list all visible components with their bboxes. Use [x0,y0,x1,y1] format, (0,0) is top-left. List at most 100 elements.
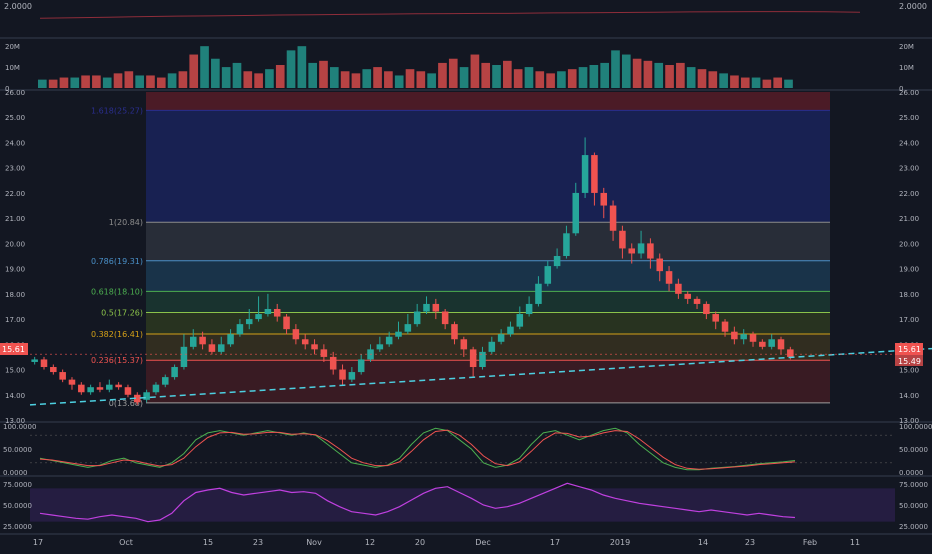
price-tick-left: 25.00 [5,114,25,122]
candle-body [311,344,318,350]
candle-body [740,334,747,340]
candle-body [124,387,132,395]
volume-bar [719,73,728,88]
candle-body [516,314,524,327]
stoch-tick-right: 0.0000 [899,469,924,477]
fib-zone [146,260,830,292]
volume-bar [686,67,696,88]
current-price-label-left: 15.61 [0,343,28,355]
volume-tick-right: 10M [899,64,914,72]
time-tick-label: Nov [306,538,322,547]
candle-body [460,339,468,350]
top-indicator-panel: 2.0000 2.0000 [0,2,932,39]
top-panel-value-left: 2.0000 [4,2,32,11]
price-tick-right: 13.00 [899,417,919,425]
volume-bar [459,67,469,88]
price-tick-left: 24.00 [5,139,25,147]
candle-body [283,316,290,330]
volume-bar [59,77,69,88]
fib-level-label: 0.5(17.26) [101,309,143,318]
volume-bar [632,58,642,88]
candle-body [693,298,701,304]
volume-bar [156,77,166,88]
volume-bar [665,65,674,88]
stochastic-panel: 100.0000 100.0000 50.0000 50.0000 0.0000 0.00… [0,423,932,477]
time-tick-label: 23 [745,538,755,547]
candle-body [227,334,234,345]
fib-zone [146,92,830,111]
volume-bar [286,50,296,88]
top-panel-line [39,11,861,19]
price-tick-left: 19.00 [5,266,25,274]
volume-bar [784,79,793,88]
fib-zone [146,291,830,313]
price-tick-right: 14.00 [899,392,919,400]
volume-bar [308,62,318,88]
candle-body [357,359,365,373]
top-panel-value-right: 2.0000 [899,2,927,11]
price-tick-right: 25.00 [899,114,919,122]
stoch-tick-left: 100.0000 [3,423,36,431]
volume-bar [243,71,253,88]
volume-bar [481,62,491,88]
price-tick-right: 26.00 [899,89,919,97]
candle-body [413,311,421,325]
volume-bar [70,77,80,88]
price-tick-left: 15.00 [5,367,25,375]
price-tick-right: 15.00 [899,367,919,375]
candle-body [171,367,178,378]
candle-body [544,266,552,284]
stoch-tick-right: 100.0000 [899,423,932,431]
fib-level-label: 0.382(16.41) [91,330,143,339]
price-tick-right: 18.00 [899,291,919,299]
price-panel: 1.618(25.27) 1(20.84) 0.786(19.31) 0.618(18… [0,89,932,425]
price-tick-left: 17.00 [5,316,25,324]
volume-bar [438,62,447,88]
volume-bar [265,69,274,88]
volume-bar [492,65,501,88]
time-tick-label: 17 [33,538,43,547]
volume-tick-right: 20M [899,43,914,51]
price-tick-left: 18.00 [5,291,25,299]
price-tick-left: 23.00 [5,165,25,173]
volume-bar [329,67,339,88]
volume-bar [92,75,101,88]
candle-body [395,331,402,337]
volume-bar [394,75,404,88]
volume-bar [211,58,220,88]
time-tick-label: 15 [203,538,213,547]
candle-body [469,349,477,368]
candle-body [40,359,48,368]
candle-body [245,319,253,325]
volume-bar [676,62,685,88]
candle-body [404,324,412,332]
volume-bar [340,71,350,88]
rsi-tick-left: 75.0000 [3,481,32,489]
volume-panel: 20M 20M 10M 10M 0 0 [0,43,932,93]
volume-bar [611,50,620,88]
candle-body [96,387,104,390]
fib-level-label: 0.618(18.10) [91,287,143,296]
price-tick-left: 21.00 [5,215,25,223]
volume-bar [600,62,609,88]
price-tick-left: 20.00 [5,240,25,248]
volume-tick-left: 10M [5,64,20,72]
volume-bar [81,75,90,88]
candle-body [581,155,589,193]
volume-bar [621,54,631,88]
fib-zone [146,333,830,361]
volume-bar [740,77,750,88]
candle-body [236,324,244,335]
candle-body [255,314,262,320]
volume-tick-left: 20M [5,43,20,51]
candle-body [777,339,785,350]
volume-bar [48,79,58,88]
volume-bar [297,46,307,88]
time-tick-label: 2019 [610,538,630,547]
price-tick-right: 24.00 [899,139,919,147]
candle-body [273,308,281,317]
candle-body [199,336,206,345]
time-tick-label: 14 [698,538,708,547]
stoch-tick-right: 50.0000 [899,446,928,454]
